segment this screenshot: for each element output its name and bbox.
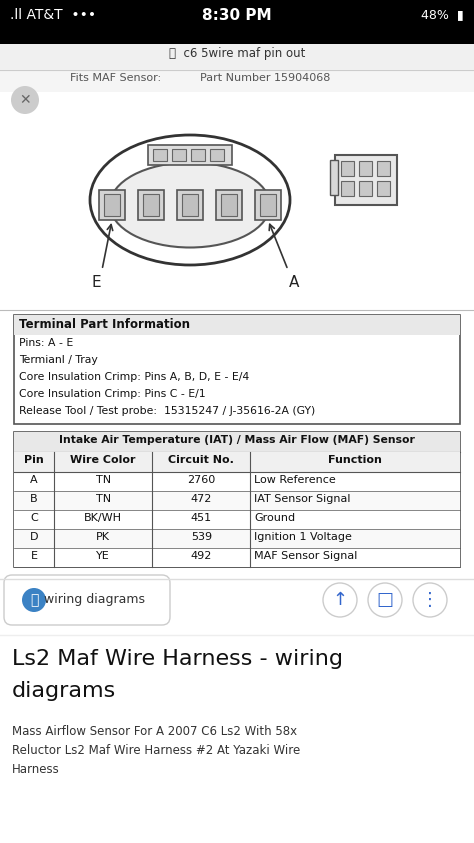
Text: Release Tool / Test probe:  15315247 / J-35616-2A (GY): Release Tool / Test probe: 15315247 / J-… xyxy=(19,406,315,416)
Bar xyxy=(14,452,460,472)
Bar xyxy=(172,149,186,161)
Text: diagrams: diagrams xyxy=(12,681,116,701)
Text: TN: TN xyxy=(96,494,111,504)
Text: 451: 451 xyxy=(191,513,212,523)
Text: IAT Sensor Signal: IAT Sensor Signal xyxy=(255,494,351,504)
Bar xyxy=(341,181,354,196)
Bar xyxy=(14,491,460,510)
Text: 2760: 2760 xyxy=(187,475,216,485)
Text: Ground: Ground xyxy=(255,513,295,523)
Ellipse shape xyxy=(90,135,290,265)
Text: PK: PK xyxy=(96,532,110,542)
FancyBboxPatch shape xyxy=(4,575,170,625)
Bar xyxy=(359,161,372,176)
Text: Fits MAF Sensor:: Fits MAF Sensor: xyxy=(70,73,161,83)
Bar xyxy=(104,194,120,216)
Bar xyxy=(182,194,198,216)
Text: Pins: A - E: Pins: A - E xyxy=(19,338,73,348)
Text: E: E xyxy=(91,275,101,290)
Text: MAF Sensor Signal: MAF Sensor Signal xyxy=(255,551,358,561)
Bar xyxy=(0,70,474,92)
Circle shape xyxy=(368,583,402,617)
Bar xyxy=(377,181,390,196)
Circle shape xyxy=(22,588,46,612)
Bar xyxy=(221,194,237,216)
Text: D: D xyxy=(30,532,38,542)
Text: 48%  ▮: 48% ▮ xyxy=(421,8,464,21)
Bar xyxy=(359,181,372,196)
Text: Ls2 Maf Wire Harness - wiring: Ls2 Maf Wire Harness - wiring xyxy=(12,649,343,669)
Text: Ignition 1 Voltage: Ignition 1 Voltage xyxy=(255,532,352,542)
Text: A: A xyxy=(289,275,299,290)
Bar xyxy=(153,149,167,161)
Text: Core Insulation Crimp: Pins A, B, D, E - E/4: Core Insulation Crimp: Pins A, B, D, E -… xyxy=(19,372,249,382)
Text: A: A xyxy=(30,475,38,485)
Text: Mass Airflow Sensor For A 2007 C6 Ls2 With 58x: Mass Airflow Sensor For A 2007 C6 Ls2 Wi… xyxy=(12,725,297,738)
Text: 472: 472 xyxy=(191,494,212,504)
Text: Core Insulation Crimp: Pins C - E/1: Core Insulation Crimp: Pins C - E/1 xyxy=(19,389,206,399)
Text: 🌐: 🌐 xyxy=(30,593,38,607)
Text: Pin: Pin xyxy=(24,455,44,465)
Text: □: □ xyxy=(376,591,393,609)
Ellipse shape xyxy=(110,163,270,248)
Bar xyxy=(0,0,474,44)
Text: 492: 492 xyxy=(191,551,212,561)
Text: BK/WH: BK/WH xyxy=(84,513,122,523)
Bar xyxy=(148,145,232,165)
Text: 🔍  c6 5wire maf pin out: 🔍 c6 5wire maf pin out xyxy=(169,47,305,60)
Bar xyxy=(210,149,224,161)
Text: wiring diagrams: wiring diagrams xyxy=(45,593,146,606)
Text: Function: Function xyxy=(328,455,382,465)
Bar xyxy=(143,194,159,216)
Text: Reluctor Ls2 Maf Wire Harness #2 At Yazaki Wire: Reluctor Ls2 Maf Wire Harness #2 At Yaza… xyxy=(12,744,300,757)
Bar xyxy=(341,161,354,176)
Text: TN: TN xyxy=(96,475,111,485)
Bar xyxy=(14,510,460,529)
Text: B: B xyxy=(30,494,38,504)
Text: Part Number 15904068: Part Number 15904068 xyxy=(200,73,330,83)
Bar xyxy=(255,190,281,220)
Bar xyxy=(14,315,460,424)
Bar xyxy=(14,529,460,548)
Text: Wire Color: Wire Color xyxy=(71,455,136,465)
Bar xyxy=(377,161,390,176)
Bar xyxy=(260,194,276,216)
Circle shape xyxy=(413,583,447,617)
Text: Intake Air Temperature (IAT) / Mass Air Flow (MAF) Sensor: Intake Air Temperature (IAT) / Mass Air … xyxy=(59,435,415,445)
Text: ⋮: ⋮ xyxy=(421,591,439,609)
Circle shape xyxy=(323,583,357,617)
Bar xyxy=(14,432,460,452)
Bar xyxy=(14,548,460,567)
Text: Terminal Part Information: Terminal Part Information xyxy=(19,318,190,331)
Bar xyxy=(335,155,397,205)
Text: ✕: ✕ xyxy=(19,93,31,107)
Bar xyxy=(14,315,460,335)
Text: E: E xyxy=(30,551,37,561)
Bar xyxy=(191,149,205,161)
Text: ↑: ↑ xyxy=(332,591,347,609)
Bar xyxy=(14,432,460,567)
Bar xyxy=(14,472,460,491)
Text: Low Reference: Low Reference xyxy=(255,475,336,485)
Text: Circuit No.: Circuit No. xyxy=(168,455,234,465)
Bar xyxy=(216,190,242,220)
Text: 8:30 PM: 8:30 PM xyxy=(202,8,272,23)
Bar xyxy=(0,90,474,310)
Circle shape xyxy=(11,86,39,114)
Bar xyxy=(330,160,338,195)
Bar xyxy=(0,44,474,70)
Bar xyxy=(138,190,164,220)
Bar xyxy=(177,190,203,220)
Text: C: C xyxy=(30,513,38,523)
Text: Termianl / Tray: Termianl / Tray xyxy=(19,355,98,365)
Text: .ll AT&T  •••: .ll AT&T ••• xyxy=(10,8,96,22)
Text: Harness: Harness xyxy=(12,763,60,776)
Bar xyxy=(99,190,125,220)
Text: 539: 539 xyxy=(191,532,212,542)
Text: YE: YE xyxy=(96,551,110,561)
